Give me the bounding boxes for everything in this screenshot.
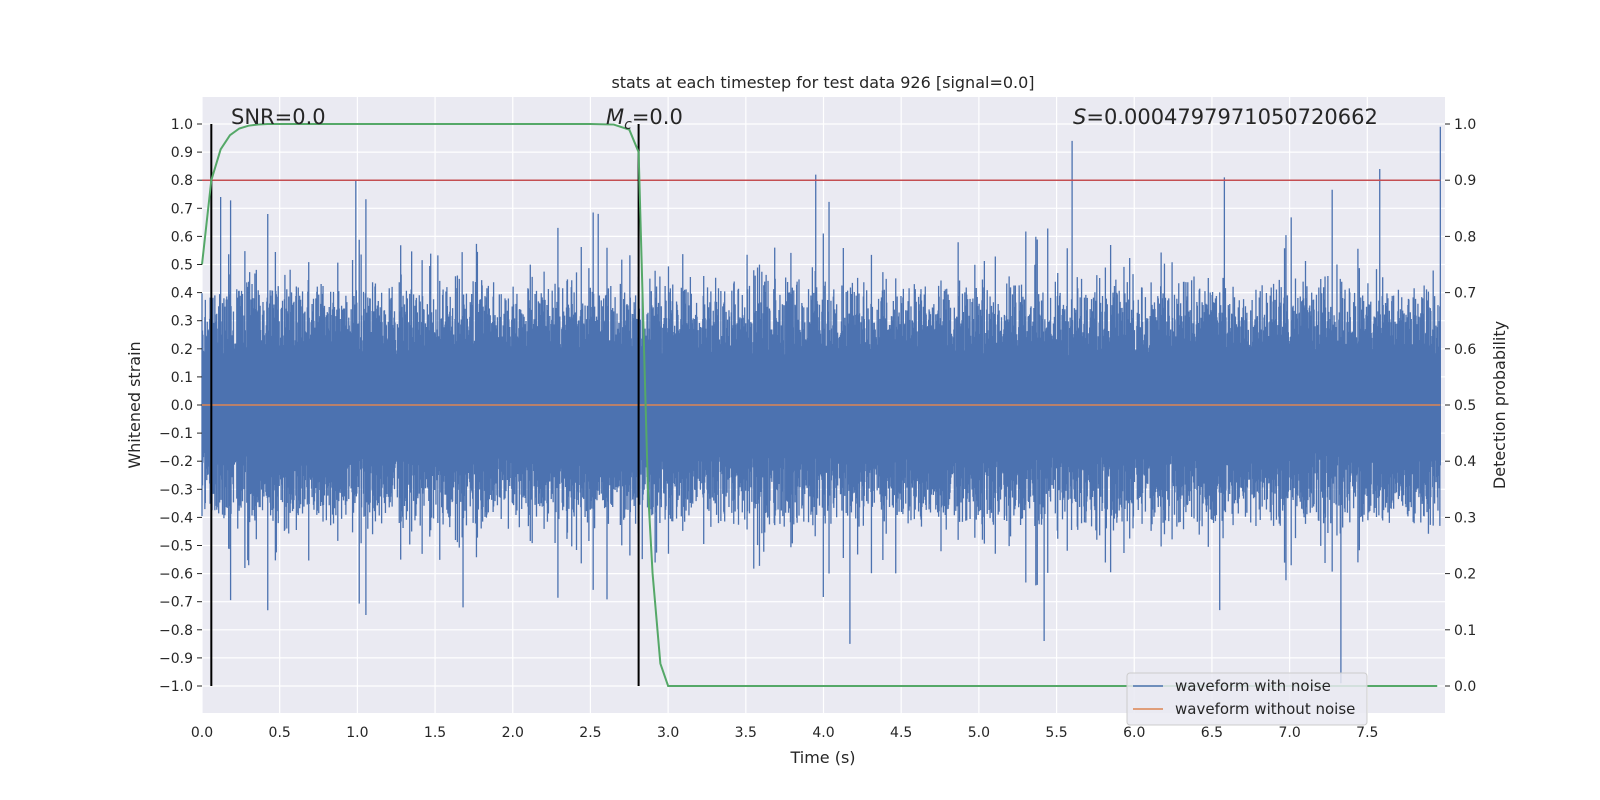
x-tick-labels: 0.0 0.5 1.0 1.5 2.0 2.5 3.0 3.5 4.0 4.5 5.0 5.5 6.0 6… (191, 725, 1379, 741)
x-tick-label: 3.0 (657, 725, 679, 741)
y-right-tick-label: 0.3 (1454, 510, 1476, 526)
y-right-tick-label: 0.6 (1454, 342, 1476, 358)
legend-label-clean: waveform without noise (1175, 700, 1355, 718)
x-tick-label: 7.0 (1278, 725, 1300, 741)
legend-label-noise: waveform with noise (1175, 677, 1331, 695)
x-tick-label: 2.0 (502, 725, 524, 741)
y-left-tick-label: 0.7 (171, 201, 193, 217)
y-right-axis-label: Detection probability (1490, 321, 1509, 489)
x-axis-label: Time (s) (789, 748, 855, 767)
x-tick-label: 7.5 (1356, 725, 1378, 741)
y-right-tick-label: 0.8 (1454, 229, 1476, 245)
x-tick-label: 5.5 (1045, 725, 1067, 741)
y-left-tick-label: −0.6 (159, 567, 193, 583)
y-left-tick-labels: 1.0 0.9 0.8 0.7 0.6 0.5 0.4 0.3 0.2 0.1 0.0 −0.1 −0.… (159, 117, 202, 695)
chirp-mass-subscript: c (624, 117, 632, 133)
y-right-tick-label: 0.4 (1454, 454, 1476, 470)
x-tick-label: 0.5 (269, 725, 291, 741)
y-right-tick-label: 0.1 (1454, 623, 1476, 639)
chirp-mass-annotation: Mc=0.0 (606, 105, 683, 133)
series-detection-probability (201, 123, 1438, 687)
y-right-tick-label: 0.9 (1454, 173, 1476, 189)
x-tick-label: 4.5 (890, 725, 912, 741)
y-right-tick-labels: 1.0 0.9 0.8 0.7 0.6 0.5 0.4 0.3 0.2 0.1 0.0 (1445, 117, 1476, 695)
legend-box (1126, 672, 1368, 726)
y-left-tick-label: 0.1 (171, 370, 193, 386)
x-tick-label: 4.0 (812, 725, 834, 741)
x-tick-label: 2.5 (579, 725, 601, 741)
x-tick-label: 6.5 (1201, 725, 1223, 741)
y-left-tick-label: 0.3 (171, 314, 193, 330)
y-left-tick-label: 0.8 (171, 173, 193, 189)
chart-title: stats at each timestep for test data 926… (611, 73, 1034, 92)
y-left-tick-label: 0.2 (171, 342, 193, 358)
y-right-tick-label: 0.5 (1454, 398, 1476, 414)
y-left-tick-label: −0.5 (159, 539, 193, 555)
y-left-tick-label: 0.0 (171, 398, 193, 414)
x-tick-label: 0.0 (191, 725, 213, 741)
y-left-tick-label: 0.5 (171, 258, 193, 274)
y-left-tick-label: −0.8 (159, 623, 193, 639)
chirp-mass-symbol: M (606, 105, 624, 129)
y-left-tick-label: −1.0 (159, 679, 193, 695)
chirp-mass-value: =0.0 (632, 105, 683, 129)
x-tick-label: 5.0 (968, 725, 990, 741)
y-left-axis-label: Whitened strain (125, 341, 144, 468)
s-statistic-annotation: S=0.0004797971050720662 (1073, 105, 1378, 129)
series-layer (201, 123, 1441, 687)
x-tick-label: 1.0 (346, 725, 368, 741)
y-left-tick-label: −0.9 (159, 651, 193, 667)
s-statistic-symbol: S (1073, 105, 1086, 129)
x-tick-label: 6.0 (1123, 725, 1145, 741)
y-left-tick-label: −0.2 (159, 454, 193, 470)
y-left-tick-label: −0.3 (159, 482, 193, 498)
y-left-tick-label: −0.4 (159, 510, 193, 526)
y-right-tick-label: 0.0 (1454, 679, 1476, 695)
s-statistic-value: =0.0004797971050720662 (1086, 105, 1378, 129)
legend: waveform with noise waveform without noi… (1126, 672, 1368, 726)
y-left-tick-label: −0.7 (159, 595, 193, 611)
y-left-tick-label: 0.4 (171, 286, 193, 302)
x-tick-label: 3.5 (735, 725, 757, 741)
y-right-tick-label: 0.2 (1454, 567, 1476, 583)
y-right-tick-label: 0.7 (1454, 286, 1476, 302)
y-right-tick-label: 1.0 (1454, 117, 1476, 133)
y-left-tick-label: 0.6 (171, 229, 193, 245)
snr-annotation: SNR=0.0 (231, 105, 326, 129)
y-left-tick-label: 1.0 (171, 117, 193, 133)
x-tick-label: 1.5 (424, 725, 446, 741)
y-left-tick-label: 0.9 (171, 145, 193, 161)
y-left-tick-label: −0.1 (159, 426, 193, 442)
